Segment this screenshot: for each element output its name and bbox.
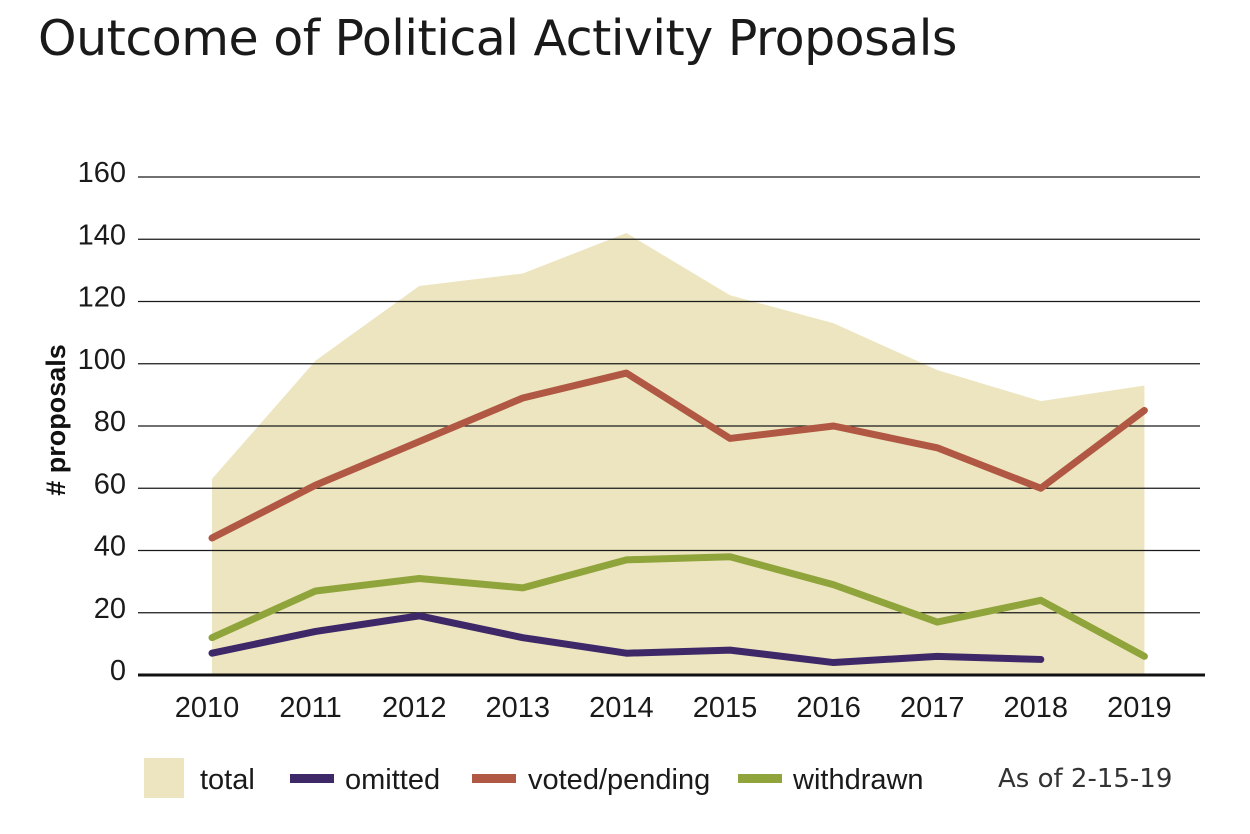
y-tick-label: 100: [78, 344, 126, 376]
series-voted-pending-line: [208, 369, 1148, 542]
y-tick-label: 60: [94, 468, 126, 500]
chart-title: Outcome of Political Activity Proposals: [38, 10, 957, 67]
x-tick-label: 2016: [796, 692, 861, 724]
y-axis-label: # proposals: [41, 344, 71, 496]
x-tick-label: 2011: [279, 692, 341, 724]
y-tick-label: 160: [78, 157, 126, 189]
series-total-area: [212, 233, 1145, 675]
y-tick-label: 80: [94, 406, 126, 438]
x-tick-label: 2017: [900, 692, 965, 724]
tick-layer: 0 20 40 60 80 100 120 140 160 2010 2011 2012 2013 201…: [78, 157, 1172, 724]
y-tick-label: 120: [78, 282, 126, 314]
x-tick-label: 2019: [1107, 692, 1172, 724]
y-tick-label: 20: [94, 593, 126, 625]
legend-layer: total omitted voted/pending withdrawn: [144, 758, 924, 798]
x-tick-label: 2014: [589, 692, 654, 724]
legend-swatch-voted-pending: [472, 774, 516, 783]
x-tick-label: 2015: [693, 692, 758, 724]
series-withdrawn-line: [208, 553, 1148, 660]
legend-swatch-omitted: [290, 774, 334, 783]
legend-swatch-withdrawn: [738, 774, 782, 783]
line-layer: [208, 369, 1148, 667]
legend-label-voted-pending: voted/pending: [528, 764, 710, 796]
series-omitted-line: [208, 612, 1045, 667]
legend-label-withdrawn: withdrawn: [792, 764, 924, 796]
legend-swatch-total: [144, 758, 184, 798]
x-tick-label: 2013: [486, 692, 551, 724]
grid-layer: [138, 176, 1205, 677]
x-tick-label: 2012: [382, 692, 447, 724]
x-tick-label: 2010: [175, 692, 240, 724]
x-tick-label: 2018: [1004, 692, 1069, 724]
y-tick-label: 0: [110, 655, 126, 687]
y-tick-label: 140: [78, 219, 126, 251]
legend-label-omitted: omitted: [345, 764, 440, 796]
as-of-note: As of 2-15-19: [998, 764, 1173, 794]
area-layer: [212, 233, 1145, 675]
y-tick-label: 40: [94, 531, 126, 563]
legend-label-total: total: [200, 764, 255, 796]
